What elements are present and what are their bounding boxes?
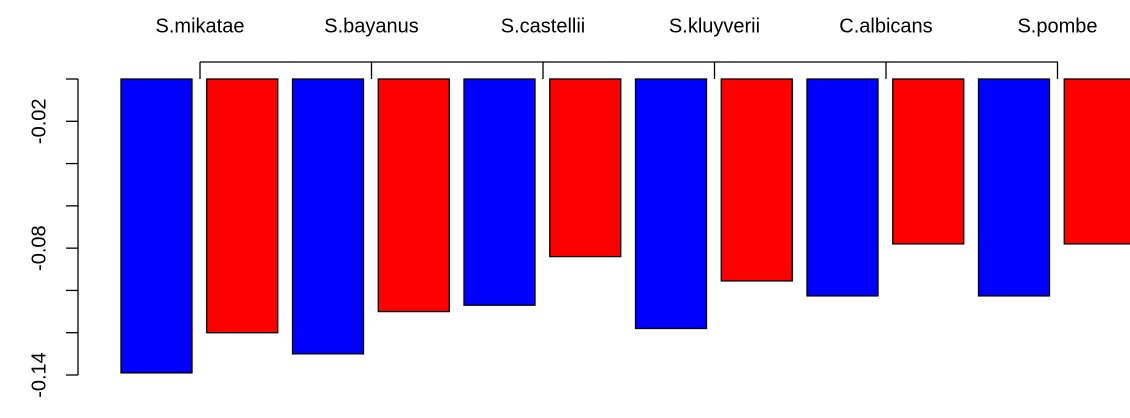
bar	[634, 78, 708, 330]
bar	[1063, 78, 1130, 245]
x-tick-label: S.castellii	[501, 15, 585, 37]
bar	[120, 78, 193, 374]
bar	[377, 78, 450, 313]
x-tick-label: C.albicans	[839, 15, 932, 37]
bar	[549, 78, 622, 258]
x-tick-label: S.kluyverii	[669, 15, 760, 37]
bar	[892, 78, 965, 245]
bar	[720, 78, 793, 282]
bar	[977, 78, 1051, 297]
y-tick-label: -0.08	[28, 225, 50, 271]
x-tick-label: S.bayanus	[324, 15, 419, 37]
y-tick-label: -0.14	[28, 352, 50, 398]
bar	[206, 78, 279, 334]
y-tick-label: -0.02	[28, 98, 50, 144]
bar	[463, 78, 536, 306]
x-tick-label: S.mikatae	[156, 15, 245, 37]
bar	[291, 78, 365, 355]
x-tick-label: S.pombe	[1017, 15, 1097, 37]
bar	[806, 78, 879, 297]
